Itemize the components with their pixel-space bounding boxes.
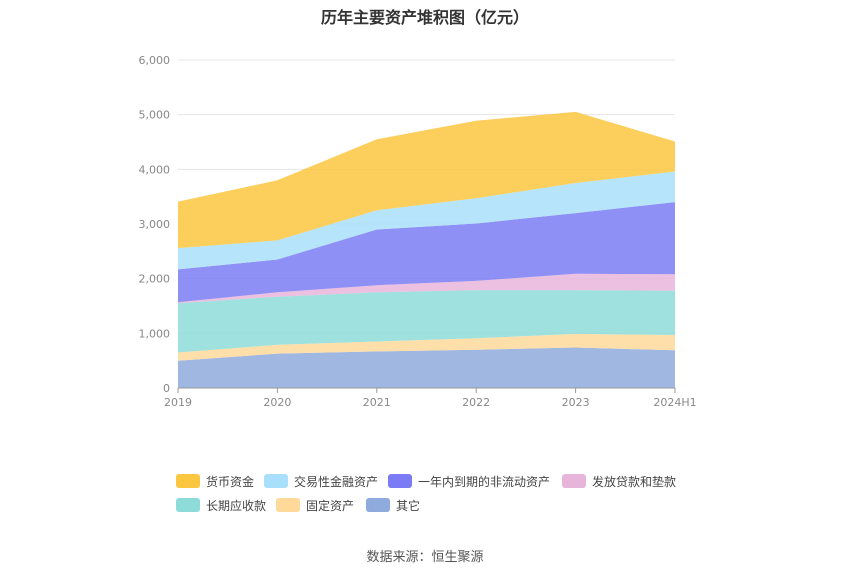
legend-label: 交易性金融资产 — [294, 474, 379, 489]
x-tick-label: 2019 — [164, 396, 192, 409]
legend-label: 一年内到期的非流动资产 — [418, 474, 551, 489]
x-tick-label: 2021 — [363, 396, 391, 409]
legend-item[interactable]: 货币资金 — [176, 472, 254, 490]
legend-item[interactable]: 长期应收款 — [176, 496, 266, 514]
legend-label: 其它 — [396, 498, 421, 513]
legend-item[interactable]: 固定资产 — [276, 496, 354, 514]
area-series — [178, 111, 675, 388]
y-tick-label: 2,000 — [139, 273, 171, 286]
legend-item[interactable]: 一年内到期的非流动资产 — [388, 472, 550, 490]
legend-item[interactable]: 其它 — [366, 496, 420, 514]
area-series-交易性金融资产 — [178, 171, 675, 270]
area-series-一年内到期的非流动资产 — [178, 202, 675, 303]
y-tick-label: 4,000 — [139, 163, 171, 176]
y-tick-label: 6,000 — [139, 54, 171, 67]
legend-item[interactable]: 交易性金融资产 — [264, 472, 378, 490]
legend-label: 货币资金 — [206, 474, 255, 489]
data-source-note: 数据来源：恒生聚源 — [366, 550, 484, 565]
x-tick-label: 2020 — [263, 396, 291, 409]
legend-swatch — [264, 474, 288, 488]
legend-item[interactable]: 发放贷款和垫款 — [562, 472, 676, 490]
area-series-其它 — [178, 347, 675, 388]
y-tick-label: 0 — [163, 382, 170, 395]
legend-swatch — [176, 474, 200, 488]
area-series-货币资金 — [178, 111, 675, 249]
x-tick-label: 2024H1 — [653, 396, 696, 409]
x-tick-label: 2022 — [462, 396, 490, 409]
axes: 0 1,000 2,000 3,000 4,000 5,000 6,000 2019 2020 2… — [139, 54, 697, 409]
area-series-发放贷款和垫款 — [178, 273, 675, 304]
chart-title: 历年主要资产堆积图（亿元） — [320, 8, 529, 27]
y-tick-label: 5,000 — [139, 109, 171, 122]
legend-swatch — [562, 474, 586, 488]
legend-label: 发放贷款和垫款 — [592, 474, 677, 489]
legend-swatch — [388, 474, 412, 488]
legend-swatch — [276, 498, 300, 512]
legend-swatch — [176, 498, 200, 512]
x-tick-label: 2023 — [562, 396, 590, 409]
y-tick-label: 1,000 — [139, 327, 171, 340]
y-tick-label: 3,000 — [139, 218, 171, 231]
legend-swatch — [366, 498, 390, 512]
legend-label: 长期应收款 — [206, 498, 267, 513]
legend-label: 固定资产 — [306, 498, 355, 513]
area-series-长期应收款 — [178, 290, 675, 353]
area-series-固定资产 — [178, 333, 675, 361]
